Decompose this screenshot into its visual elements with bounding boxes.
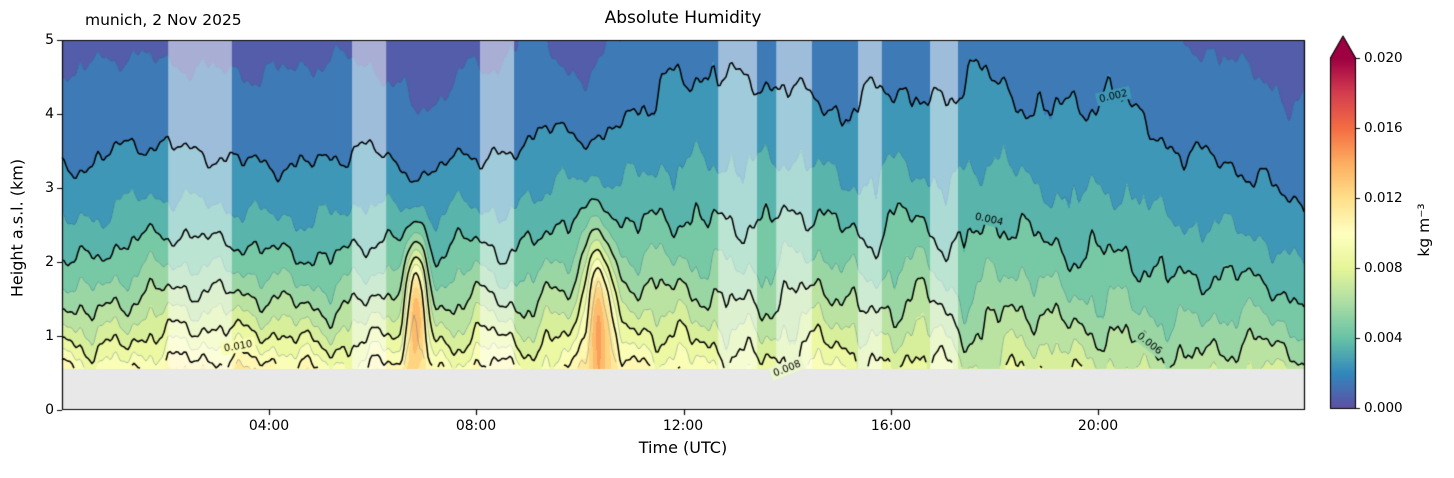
y-tick-label-2: 2 — [45, 254, 54, 270]
colorbar-tick-0020: 0.020 — [1364, 50, 1403, 66]
y-tick-label-1: 1 — [45, 328, 54, 344]
x-axis-label: Time (UTC) — [638, 438, 728, 457]
colorbar-tick-0004: 0.004 — [1364, 330, 1403, 346]
x-tick-label-1600: 16:00 — [870, 418, 912, 434]
colorbar-tick-0000: 0.000 — [1364, 400, 1403, 416]
y-axis-label: Height a.s.l. (km) — [7, 158, 27, 298]
station-date-annotation: munich, 2 Nov 2025 — [85, 11, 242, 29]
chart-title: Absolute Humidity — [604, 8, 762, 28]
x-tick-label-2000: 20:00 — [1077, 418, 1119, 434]
colorbar-tick-0008: 0.008 — [1364, 260, 1403, 276]
y-tick-label-3: 3 — [45, 180, 54, 196]
colorbar-tick-0016: 0.016 — [1364, 120, 1403, 136]
x-tick-label-0800: 08:00 — [455, 418, 497, 434]
colorbar-tick-0012: 0.012 — [1364, 190, 1403, 206]
colorbar-unit-label: kg m⁻³ — [1415, 203, 1433, 257]
x-tick-label-1200: 12:00 — [662, 418, 704, 434]
y-tick-label-4: 4 — [45, 106, 54, 122]
y-tick-label-0: 0 — [45, 402, 54, 418]
x-tick-label-0400: 04:00 — [248, 418, 290, 434]
y-tick-label-5: 5 — [45, 32, 54, 48]
